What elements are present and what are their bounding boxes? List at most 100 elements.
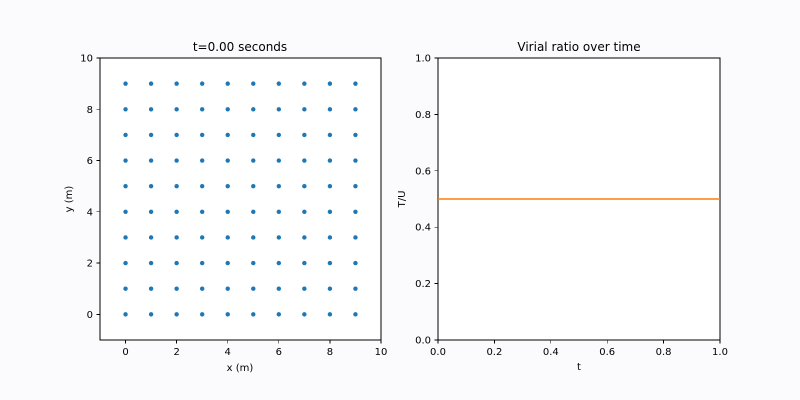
scatter-x-tick-label-0: 0 (122, 347, 128, 358)
scatter-point (174, 81, 179, 86)
scatter-point (123, 209, 128, 215)
scatter-point (353, 260, 358, 266)
scatter-point (251, 312, 256, 317)
scatter-point (353, 286, 358, 291)
scatter-point (251, 158, 256, 163)
virial-y-ticks: 0.0 0.2 0.4 0.6 0.8 1.0 (415, 54, 438, 347)
virial-y-axis-label: T/U (397, 191, 408, 209)
scatter-point (276, 107, 282, 112)
scatter-point (148, 81, 154, 86)
scatter-point (276, 209, 282, 215)
scatter-point (174, 235, 179, 240)
virial-x-tick-label-4: 0.8 (656, 347, 672, 358)
scatter-point (174, 209, 179, 215)
scatter-panel: t=0.00 seconds 0 2 4 6 8 10 0 2 4 6 8 10 x (m) y (… (64, 40, 387, 374)
scatter-point (123, 235, 128, 240)
scatter-point (225, 235, 230, 240)
scatter-point (327, 158, 333, 163)
scatter-point (148, 260, 154, 266)
scatter-point (174, 260, 179, 266)
scatter-point (353, 209, 358, 215)
scatter-point (302, 260, 307, 266)
scatter-point (174, 107, 179, 112)
scatter-point (174, 312, 179, 317)
scatter-point (148, 209, 154, 215)
scatter-y-tick-label-5: 10 (80, 54, 93, 65)
virial-x-tick-label-0: 0.0 (430, 347, 446, 358)
scatter-point (148, 183, 154, 189)
virial-y-tick-label-0: 0.0 (415, 336, 431, 347)
virial-x-tick-label-2: 0.4 (543, 347, 559, 358)
scatter-point (148, 235, 154, 240)
scatter-point (123, 260, 128, 266)
virial-y-tick-label-2: 0.4 (415, 223, 431, 234)
scatter-y-tick-label-0: 0 (87, 310, 93, 321)
scatter-point (353, 235, 358, 240)
scatter-point (174, 132, 179, 138)
scatter-point (123, 183, 128, 189)
scatter-y-tick-label-2: 4 (87, 207, 93, 218)
scatter-point (225, 132, 230, 138)
scatter-point (123, 132, 128, 138)
scatter-y-tick-label-1: 2 (87, 259, 93, 270)
scatter-point (199, 158, 205, 163)
virial-y-tick-label-4: 0.8 (415, 110, 431, 121)
scatter-point (199, 81, 205, 86)
scatter-point (327, 132, 333, 138)
scatter-point (199, 209, 205, 215)
virial-x-ticks: 0.0 0.2 0.4 0.6 0.8 1.0 (430, 340, 728, 358)
scatter-point (251, 286, 256, 291)
scatter-point (327, 235, 333, 240)
scatter-point (251, 260, 256, 266)
scatter-point (302, 132, 307, 138)
scatter-point (199, 260, 205, 266)
scatter-point (148, 158, 154, 163)
scatter-point (353, 158, 358, 163)
virial-x-axis-label: t (577, 362, 581, 373)
scatter-point (251, 183, 256, 189)
scatter-x-tick-label-2: 4 (225, 347, 231, 358)
scatter-y-axis-label: y (m) (64, 186, 75, 213)
scatter-point (225, 260, 230, 266)
scatter-point (174, 286, 179, 291)
virial-y-tick-label-5: 1.0 (415, 54, 431, 65)
scatter-point (199, 235, 205, 240)
scatter-point (225, 107, 230, 112)
scatter-point (225, 286, 230, 291)
scatter-point (276, 312, 282, 317)
scatter-point (276, 81, 282, 86)
scatter-x-axis-label: x (m) (227, 363, 254, 374)
scatter-point (148, 107, 154, 112)
scatter-point (123, 158, 128, 163)
scatter-point (353, 132, 358, 138)
scatter-point (302, 209, 307, 215)
scatter-point (251, 132, 256, 138)
scatter-point (302, 183, 307, 189)
scatter-point (251, 81, 256, 86)
virial-x-tick-label-5: 1.0 (712, 347, 728, 358)
scatter-point (276, 260, 282, 266)
scatter-x-tick-label-1: 2 (173, 347, 179, 358)
scatter-title: t=0.00 seconds (193, 40, 287, 54)
scatter-point (199, 286, 205, 291)
scatter-point (123, 286, 128, 291)
scatter-point (251, 235, 256, 240)
scatter-point (199, 183, 205, 189)
scatter-x-tick-label-3: 6 (276, 347, 282, 358)
scatter-point (353, 81, 358, 86)
scatter-y-tick-label-4: 8 (87, 105, 93, 116)
scatter-point (174, 183, 179, 189)
scatter-point (276, 158, 282, 163)
scatter-point (302, 235, 307, 240)
scatter-point (199, 312, 205, 317)
scatter-point (148, 286, 154, 291)
scatter-point (327, 312, 333, 317)
virial-y-tick-label-1: 0.2 (415, 279, 431, 290)
scatter-point (353, 312, 358, 317)
scatter-point (353, 107, 358, 112)
scatter-y-ticks: 0 2 4 6 8 10 (80, 54, 100, 321)
scatter-point (353, 183, 358, 189)
scatter-point (148, 312, 154, 317)
scatter-y-tick-label-3: 6 (87, 156, 93, 167)
